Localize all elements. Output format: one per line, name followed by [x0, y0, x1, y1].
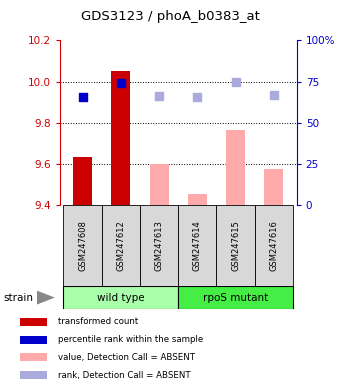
- Bar: [217, 205, 255, 286]
- Bar: [63, 286, 178, 309]
- Bar: [226, 130, 245, 205]
- Bar: [140, 205, 178, 286]
- Bar: [20, 371, 47, 379]
- Text: percentile rank within the sample: percentile rank within the sample: [58, 335, 203, 344]
- Text: rpoS mutant: rpoS mutant: [203, 293, 268, 303]
- Point: [80, 94, 85, 100]
- Bar: [73, 157, 92, 205]
- Point: [118, 79, 123, 86]
- Point: [233, 79, 238, 85]
- Text: GSM247615: GSM247615: [231, 220, 240, 271]
- Text: GSM247608: GSM247608: [78, 220, 87, 271]
- Point: [156, 93, 162, 99]
- Bar: [20, 353, 47, 361]
- Bar: [178, 286, 293, 309]
- Bar: [111, 71, 130, 205]
- Text: GDS3123 / phoA_b0383_at: GDS3123 / phoA_b0383_at: [81, 10, 260, 23]
- Text: GSM247616: GSM247616: [269, 220, 278, 271]
- Bar: [188, 194, 207, 205]
- Bar: [264, 169, 283, 205]
- Bar: [102, 205, 140, 286]
- Bar: [20, 336, 47, 344]
- Bar: [63, 205, 102, 286]
- Bar: [255, 205, 293, 286]
- Bar: [20, 318, 47, 326]
- Text: strain: strain: [3, 293, 33, 303]
- Point: [195, 94, 200, 100]
- Text: GSM247613: GSM247613: [154, 220, 164, 271]
- Point: [271, 92, 277, 98]
- Text: GSM247614: GSM247614: [193, 220, 202, 271]
- Bar: [149, 164, 168, 205]
- Text: transformed count: transformed count: [58, 317, 138, 326]
- Text: rank, Detection Call = ABSENT: rank, Detection Call = ABSENT: [58, 371, 191, 380]
- Text: wild type: wild type: [97, 293, 145, 303]
- Bar: [178, 205, 217, 286]
- Text: GSM247612: GSM247612: [116, 220, 125, 271]
- Polygon shape: [37, 291, 55, 305]
- Text: value, Detection Call = ABSENT: value, Detection Call = ABSENT: [58, 353, 195, 362]
